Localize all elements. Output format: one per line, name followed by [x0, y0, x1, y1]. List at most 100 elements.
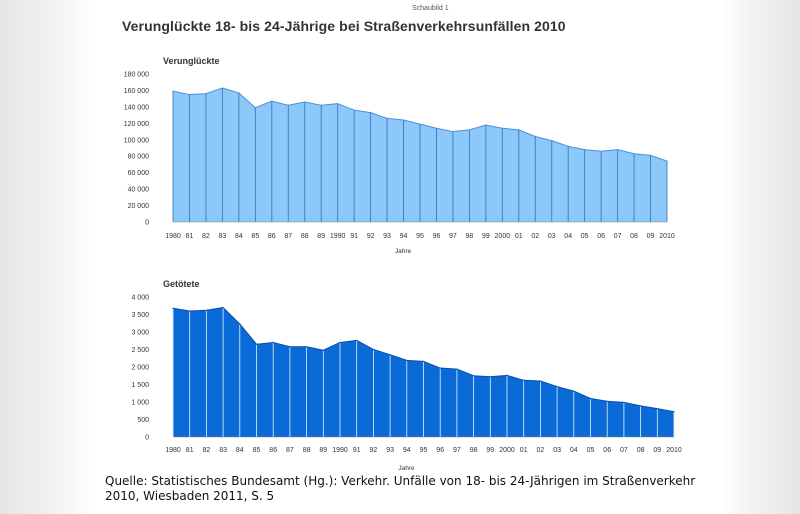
x-tick-label: 83	[219, 447, 227, 454]
viewer-frame-left	[0, 0, 92, 514]
x-tick-label: 86	[269, 447, 277, 454]
x-tick-label: 97	[453, 447, 461, 454]
x-tick-label: 08	[630, 233, 638, 240]
y-tick-label: 2 500	[131, 347, 149, 354]
data-point	[452, 130, 454, 133]
x-tick-label: 82	[202, 233, 210, 240]
x-axis-label: Jahre	[395, 248, 412, 255]
data-point	[435, 127, 438, 129]
chart-1: Verunglückte 0 20 000 40 000 60 000 80 000 100…	[124, 56, 675, 255]
y-tick-label: 60 000	[128, 170, 150, 177]
x-tick-label: 84	[236, 447, 244, 454]
x-tick-label: 84	[235, 233, 243, 240]
data-point	[254, 107, 256, 109]
x-tick-label: 89	[317, 233, 325, 240]
data-point	[422, 360, 425, 362]
x-tick-label: 94	[403, 447, 411, 454]
source-citation: Quelle: Statistisches Bundesamt (Hg.): V…	[105, 474, 695, 504]
data-point	[353, 109, 355, 111]
y-tick-label: 3 000	[131, 330, 149, 337]
x-tick-label: 05	[587, 447, 595, 454]
data-point	[534, 135, 536, 138]
x-tick-label: 92	[367, 233, 375, 240]
data-point	[222, 306, 224, 309]
data-point	[287, 104, 289, 106]
x-tick-label: 81	[186, 233, 194, 240]
x-tick-label: 2000	[495, 233, 511, 240]
x-tick-label: 86	[268, 233, 276, 240]
x-tick-label: 82	[203, 447, 211, 454]
data-point	[439, 367, 441, 369]
data-point	[584, 149, 586, 151]
x-tick-label: 95	[420, 447, 428, 454]
y-tick-label: 4 000	[131, 295, 149, 302]
x-tick-label: 07	[614, 233, 622, 240]
x-tick-label: 89	[319, 447, 327, 454]
x-tick-label: 91	[350, 233, 358, 240]
x-tick-label: 93	[386, 447, 394, 454]
viewer-frame-right	[720, 0, 800, 514]
x-tick-label: 04	[570, 447, 578, 454]
x-tick-label: 01	[515, 233, 523, 240]
y-tick-label: 40 000	[128, 187, 150, 194]
x-tick-label: 87	[286, 447, 294, 454]
data-point	[506, 374, 508, 376]
y-tick-label: 0	[145, 435, 149, 442]
y-tick-label: 500	[137, 417, 149, 424]
page-title: Verunglückte 18- bis 24-Jährige bei Stra…	[122, 18, 566, 34]
x-tick-label: 98	[470, 447, 478, 454]
x-tick-label: 88	[301, 233, 309, 240]
y-tick-label: 140 000	[124, 104, 149, 111]
x-tick-label: 99	[486, 447, 494, 454]
x-tick-label: 03	[553, 447, 561, 454]
x-tick-label: 2010	[659, 233, 675, 240]
y-tick-label: 1 500	[131, 382, 149, 389]
x-tick-label: 99	[482, 233, 490, 240]
source-line-2: 2010, Wiesbaden 2011, S. 5	[105, 489, 275, 503]
data-point	[189, 310, 191, 312]
x-tick-label: 95	[416, 233, 424, 240]
x-tick-label: 85	[251, 233, 259, 240]
data-point	[339, 341, 341, 344]
y-tick-label: 3 500	[131, 312, 149, 319]
x-tick-label: 06	[597, 233, 605, 240]
x-tick-label: 1990	[330, 233, 346, 240]
data-point	[600, 150, 602, 152]
data-point	[489, 376, 491, 378]
y-tick-label: 2 000	[131, 365, 149, 372]
data-point	[322, 349, 324, 351]
data-point	[640, 405, 642, 407]
x-tick-label: 01	[520, 447, 528, 454]
data-point	[372, 348, 374, 351]
x-tick-label: 2010	[666, 447, 682, 454]
x-tick-label: 06	[603, 447, 611, 454]
data-point	[320, 104, 322, 106]
x-tick-label: 97	[449, 233, 457, 240]
data-point	[673, 411, 675, 413]
x-tick-label: 93	[383, 233, 391, 240]
y-tick-label: 100 000	[124, 137, 149, 144]
data-point	[473, 375, 475, 377]
x-tick-label: 2000	[499, 447, 515, 454]
y-tick-label: 160 000	[124, 88, 149, 95]
data-point	[501, 127, 503, 129]
source-line-1: Quelle: Statistisches Bundesamt (Hg.): V…	[105, 474, 696, 488]
x-tick-label: 96	[436, 447, 444, 454]
data-point	[419, 123, 421, 125]
x-axis-label: Jahre	[398, 465, 415, 470]
x-tick-label: 1980	[165, 447, 181, 454]
data-point	[551, 140, 553, 142]
y-tick-label: 20 000	[128, 203, 150, 210]
data-point	[389, 354, 391, 356]
data-point	[606, 400, 608, 402]
data-point	[272, 341, 274, 344]
data-point	[238, 92, 240, 94]
data-point	[468, 129, 470, 131]
x-tick-label: 05	[581, 233, 589, 240]
data-point	[656, 408, 658, 410]
data-point	[456, 368, 458, 370]
data-point	[567, 145, 569, 147]
chart-title: Verunglückte	[163, 56, 220, 66]
data-point	[289, 346, 291, 348]
y-tick-label: 120 000	[124, 121, 149, 128]
